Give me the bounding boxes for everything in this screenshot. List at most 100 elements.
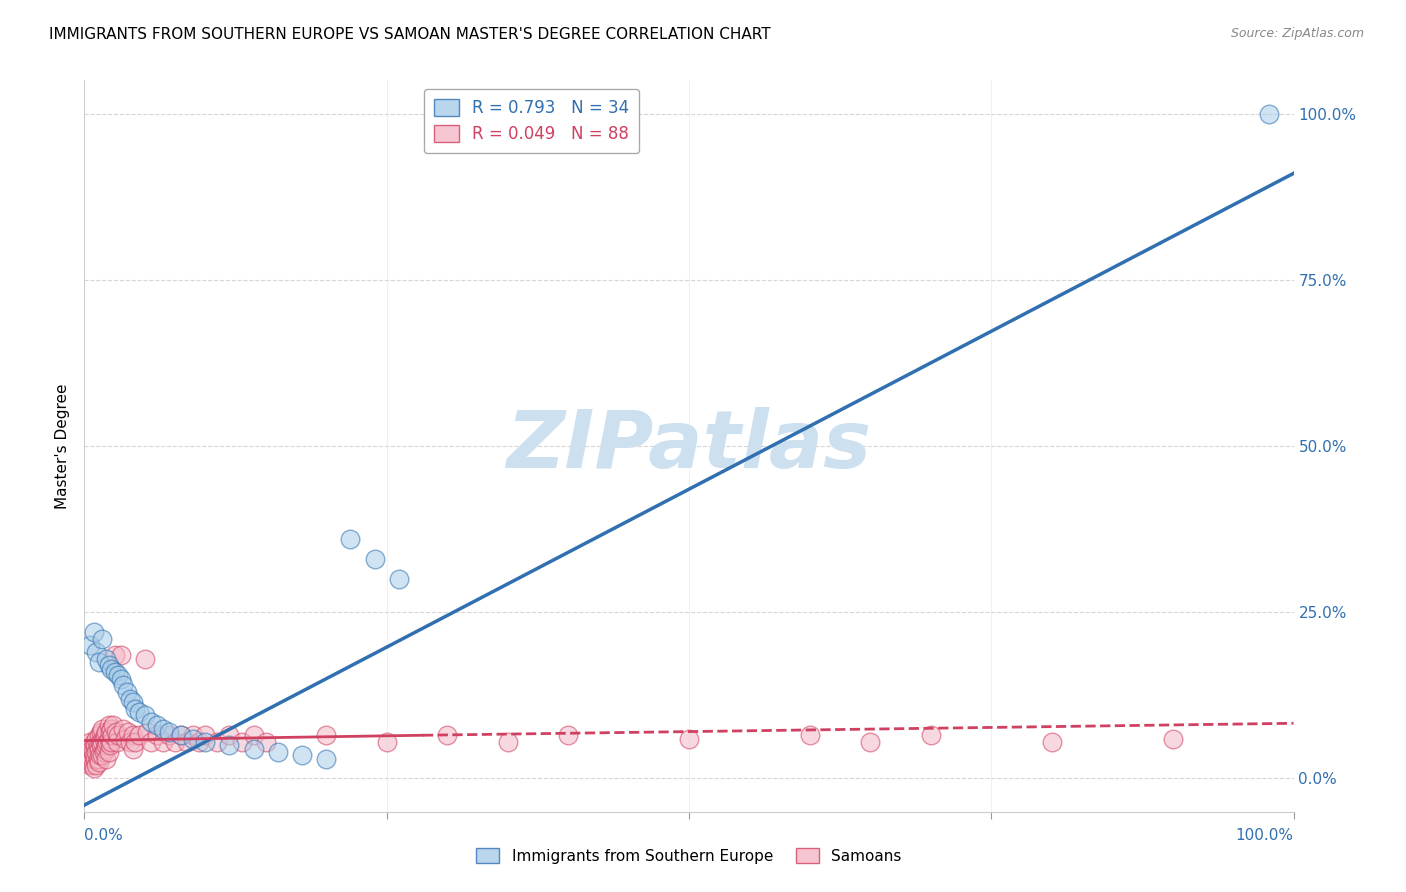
- Point: [267, 745, 290, 759]
- Point: [110, 672, 132, 686]
- Point: [91, 722, 114, 736]
- Point: [254, 735, 277, 749]
- Point: [121, 695, 143, 709]
- Point: [96, 735, 118, 749]
- Y-axis label: Master's Degree: Master's Degree: [55, 384, 70, 508]
- Point: [363, 552, 385, 566]
- Point: [120, 691, 142, 706]
- Point: [87, 755, 110, 769]
- Point: [80, 741, 103, 756]
- Point: [242, 741, 264, 756]
- Point: [157, 728, 180, 742]
- Point: [94, 751, 117, 765]
- Point: [89, 735, 111, 749]
- Point: [388, 572, 411, 586]
- Point: [94, 652, 117, 666]
- Point: [89, 748, 111, 763]
- Point: [91, 748, 114, 763]
- Point: [231, 735, 253, 749]
- Point: [105, 735, 128, 749]
- Point: [83, 762, 105, 776]
- Text: 0.0%: 0.0%: [84, 829, 124, 843]
- Point: [86, 758, 108, 772]
- Point: [107, 728, 129, 742]
- Point: [120, 735, 142, 749]
- Point: [315, 751, 337, 765]
- Point: [139, 714, 162, 729]
- Point: [86, 745, 108, 759]
- Point: [98, 738, 121, 752]
- Point: [124, 701, 146, 715]
- Point: [94, 741, 117, 756]
- Point: [920, 728, 942, 742]
- Point: [94, 738, 117, 752]
- Point: [557, 728, 579, 742]
- Point: [678, 731, 700, 746]
- Point: [97, 745, 120, 759]
- Point: [128, 728, 150, 742]
- Point: [83, 625, 105, 640]
- Point: [176, 735, 198, 749]
- Point: [207, 735, 229, 749]
- Point: [375, 735, 398, 749]
- Point: [114, 731, 136, 746]
- Point: [291, 748, 314, 763]
- Point: [100, 662, 122, 676]
- Point: [101, 728, 124, 742]
- Point: [496, 735, 519, 749]
- Point: [87, 728, 110, 742]
- Point: [97, 718, 120, 732]
- Point: [100, 735, 122, 749]
- Point: [79, 639, 101, 653]
- Legend: Immigrants from Southern Europe, Samoans: Immigrants from Southern Europe, Samoans: [471, 842, 907, 870]
- Point: [146, 718, 169, 732]
- Point: [165, 735, 187, 749]
- Point: [103, 718, 125, 732]
- Point: [80, 751, 103, 765]
- Text: 100.0%: 100.0%: [1236, 829, 1294, 843]
- Point: [194, 735, 217, 749]
- Point: [98, 725, 121, 739]
- Point: [86, 751, 108, 765]
- Point: [86, 645, 108, 659]
- Point: [97, 658, 120, 673]
- Text: ZIPatlas: ZIPatlas: [506, 407, 872, 485]
- Point: [83, 735, 105, 749]
- Point: [107, 668, 129, 682]
- Point: [152, 735, 174, 749]
- Point: [79, 735, 101, 749]
- Point: [84, 751, 107, 765]
- Point: [194, 728, 217, 742]
- Point: [87, 655, 110, 669]
- Point: [84, 738, 107, 752]
- Point: [136, 725, 159, 739]
- Point: [117, 725, 139, 739]
- Point: [87, 741, 110, 756]
- Point: [90, 725, 112, 739]
- Point: [104, 665, 127, 679]
- Point: [104, 725, 127, 739]
- Point: [79, 758, 101, 772]
- Point: [112, 678, 135, 692]
- Point: [112, 722, 135, 736]
- Point: [1161, 731, 1184, 746]
- Point: [128, 705, 150, 719]
- Point: [121, 741, 143, 756]
- Point: [859, 735, 882, 749]
- Point: [218, 738, 240, 752]
- Point: [110, 648, 132, 663]
- Point: [82, 758, 104, 772]
- Point: [134, 652, 156, 666]
- Point: [181, 728, 204, 742]
- Point: [170, 728, 193, 742]
- Point: [77, 755, 100, 769]
- Point: [124, 735, 146, 749]
- Point: [134, 708, 156, 723]
- Point: [146, 728, 169, 742]
- Point: [76, 751, 98, 765]
- Point: [242, 728, 264, 742]
- Point: [157, 725, 180, 739]
- Point: [93, 745, 115, 759]
- Point: [139, 735, 162, 749]
- Point: [1040, 735, 1063, 749]
